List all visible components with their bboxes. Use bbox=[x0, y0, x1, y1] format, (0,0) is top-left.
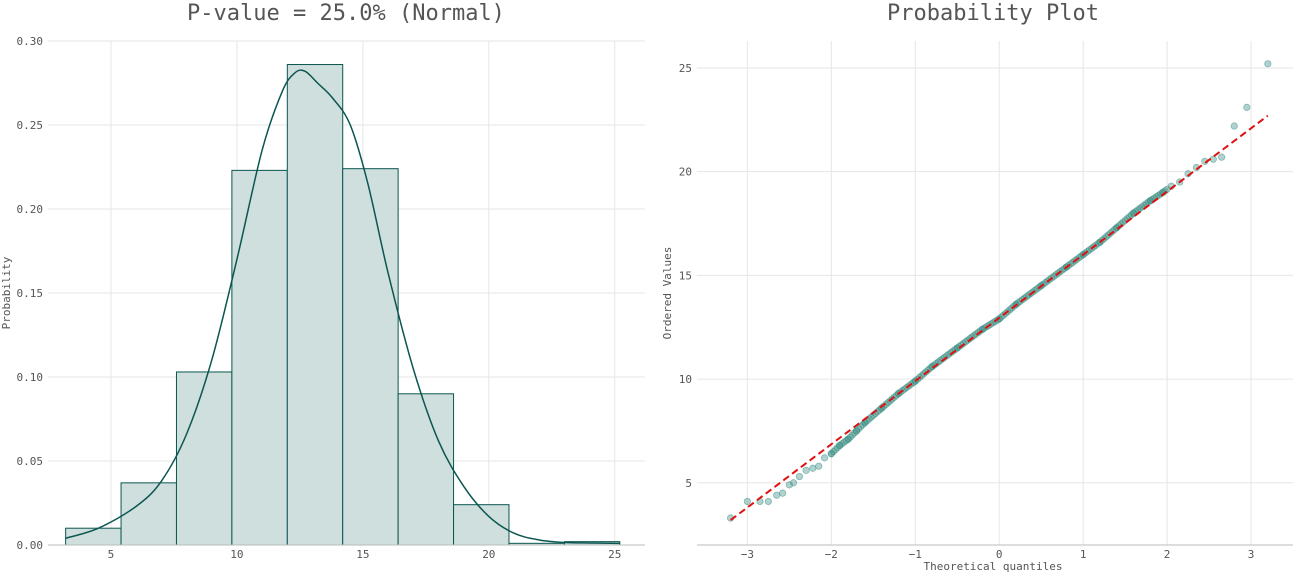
data-point bbox=[773, 491, 781, 499]
data-point bbox=[850, 429, 858, 437]
probability-plot-y-tick-label: 5 bbox=[685, 477, 692, 490]
data-point bbox=[1163, 185, 1171, 193]
histogram-bar bbox=[453, 504, 510, 546]
probability-plot-x-tick-label: 2 bbox=[1164, 548, 1171, 561]
histogram-bar bbox=[231, 169, 288, 546]
data-point bbox=[1218, 153, 1226, 161]
data-point bbox=[764, 497, 772, 506]
data-point bbox=[802, 466, 810, 474]
data-point bbox=[809, 464, 817, 472]
data-point bbox=[854, 425, 863, 433]
data-point bbox=[831, 445, 840, 454]
data-point bbox=[1264, 60, 1272, 68]
data-point bbox=[789, 479, 798, 487]
histogram-bar bbox=[175, 371, 233, 546]
probability-plot-x-tick-label: −3 bbox=[741, 548, 754, 561]
histogram-bar bbox=[286, 64, 344, 546]
data-point bbox=[848, 431, 856, 439]
data-point bbox=[844, 435, 852, 443]
histogram-y-tick-label: 0.25 bbox=[17, 119, 44, 132]
probability-plot-y-tick-label: 15 bbox=[679, 269, 692, 282]
probability-plot-y-ticks: 5 10 15 20 25 bbox=[679, 62, 692, 490]
probability-plot-y-tick-label: 20 bbox=[679, 166, 692, 179]
probability-plot-grid bbox=[697, 41, 1293, 545]
data-point bbox=[829, 448, 838, 456]
probability-plot-y-axis-label: Ordered Values bbox=[661, 247, 674, 340]
probability-plot-panel: Probability Plot Theoretical quantiles O… bbox=[661, 1, 1293, 573]
histogram-x-tick-label: 10 bbox=[230, 548, 243, 561]
data-point bbox=[1230, 122, 1238, 130]
probability-plot-title: Probability Plot bbox=[887, 1, 1099, 26]
data-point bbox=[852, 427, 861, 435]
histogram-kde bbox=[65, 69, 620, 545]
probability-plot-x-ticks: −3 −2 −1 0 1 2 3 bbox=[741, 548, 1255, 561]
data-point bbox=[846, 433, 854, 441]
probability-plot-y-tick-label: 25 bbox=[679, 62, 692, 75]
histogram-x-ticks: 5 10 15 20 25 bbox=[108, 548, 622, 561]
histogram-y-tick-label: 0.00 bbox=[17, 539, 44, 552]
kde-curve bbox=[65, 69, 620, 545]
histogram-y-tick-label: 0.20 bbox=[17, 203, 44, 216]
probability-plot-y-tick-label: 10 bbox=[679, 373, 692, 386]
data-point bbox=[815, 462, 823, 470]
histogram-bar bbox=[120, 482, 177, 546]
histogram-y-axis-label: Probability bbox=[0, 256, 13, 329]
histogram-y-tick-label: 0.15 bbox=[17, 287, 44, 300]
data-point bbox=[857, 423, 865, 431]
probability-plot-fit-line bbox=[729, 114, 1269, 521]
histogram-y-ticks: 0.00 0.05 0.10 0.15 0.20 0.25 0.30 bbox=[17, 35, 44, 552]
histogram-y-tick-label: 0.30 bbox=[17, 35, 44, 48]
data-point bbox=[779, 489, 787, 497]
data-point bbox=[1243, 103, 1251, 111]
histogram-x-tick-label: 25 bbox=[608, 548, 621, 561]
probability-plot-x-tick-label: 0 bbox=[996, 548, 1003, 561]
probability-plot-x-tick-label: −2 bbox=[825, 548, 838, 561]
data-point bbox=[785, 481, 793, 489]
histogram-x-tick-label: 20 bbox=[482, 548, 495, 561]
probability-plot-x-tick-label: 3 bbox=[1248, 548, 1255, 561]
histogram-y-tick-label: 0.05 bbox=[17, 455, 44, 468]
histogram-panel: P-value = 25.0% (Normal) Probability 5 10… bbox=[0, 1, 645, 561]
histogram-bars bbox=[65, 64, 621, 546]
histogram-title: P-value = 25.0% (Normal) bbox=[187, 1, 505, 26]
histogram-bar bbox=[397, 393, 455, 546]
data-point bbox=[820, 454, 829, 462]
fit-line bbox=[729, 114, 1269, 521]
histogram-x-tick-label: 15 bbox=[356, 548, 369, 561]
data-point bbox=[743, 497, 751, 506]
probability-plot-x-tick-label: 1 bbox=[1080, 548, 1087, 561]
data-point bbox=[795, 472, 804, 481]
histogram-y-tick-label: 0.10 bbox=[17, 371, 44, 384]
probability-plot-x-axis-label: Theoretical quantiles bbox=[923, 560, 1062, 573]
histogram-x-tick-label: 5 bbox=[108, 548, 115, 561]
data-point bbox=[827, 450, 835, 458]
histogram-bar bbox=[342, 168, 399, 546]
probability-plot-x-tick-label: −1 bbox=[909, 548, 922, 561]
